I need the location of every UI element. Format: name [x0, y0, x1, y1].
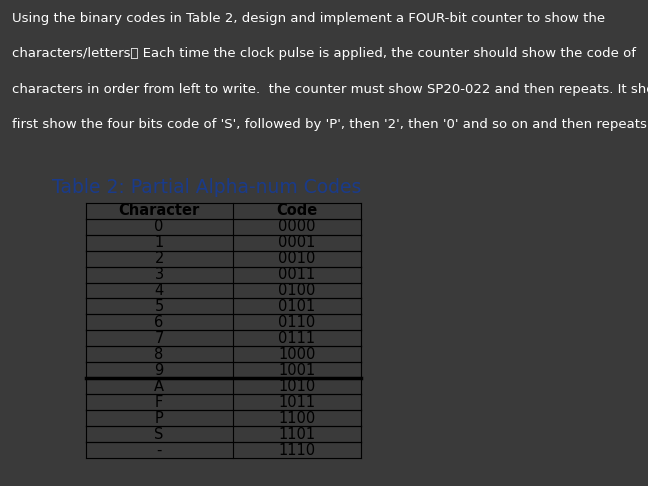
Text: 1001: 1001: [279, 363, 316, 378]
Text: 1110: 1110: [279, 443, 316, 457]
Text: 7: 7: [154, 331, 164, 346]
Text: first show the four bits code of 'S', followed by 'P', then '2', then '0' and so: first show the four bits code of 'S', fo…: [12, 118, 648, 131]
Text: 0001: 0001: [278, 235, 316, 250]
Text: 6: 6: [154, 315, 164, 330]
Text: 1011: 1011: [279, 395, 316, 410]
Text: A: A: [154, 379, 164, 394]
Text: 0: 0: [154, 219, 164, 234]
Text: S: S: [154, 427, 164, 442]
Text: Table 2: Partial Alpha-num Codes: Table 2: Partial Alpha-num Codes: [52, 178, 362, 197]
Text: characters in order from left to write.  the counter must show SP20-022 and then: characters in order from left to write. …: [12, 83, 648, 96]
Text: 2: 2: [154, 251, 164, 266]
Text: P: P: [155, 411, 163, 426]
Text: 1: 1: [154, 235, 164, 250]
Text: 1100: 1100: [279, 411, 316, 426]
Text: characters/letters⏐ Each time the clock pulse is applied, the counter should sho: characters/letters⏐ Each time the clock …: [12, 48, 636, 60]
Text: 4: 4: [154, 283, 164, 298]
Text: 5: 5: [154, 299, 164, 314]
Text: 1000: 1000: [278, 347, 316, 362]
Text: F: F: [155, 395, 163, 410]
Text: 1101: 1101: [279, 427, 316, 442]
Text: 0010: 0010: [278, 251, 316, 266]
Text: 0011: 0011: [279, 267, 316, 282]
Text: 3: 3: [155, 267, 164, 282]
Text: 1010: 1010: [279, 379, 316, 394]
Text: 0100: 0100: [278, 283, 316, 298]
Text: Code: Code: [276, 203, 318, 218]
Text: Using the binary codes in Table 2, design and implement a FOUR-bit counter to sh: Using the binary codes in Table 2, desig…: [12, 12, 605, 25]
Text: 0110: 0110: [279, 315, 316, 330]
Text: -: -: [156, 443, 162, 457]
Text: Character: Character: [119, 203, 200, 218]
Text: 0000: 0000: [278, 219, 316, 234]
Text: 0101: 0101: [279, 299, 316, 314]
Text: 0111: 0111: [279, 331, 316, 346]
Text: 9: 9: [154, 363, 164, 378]
Text: 8: 8: [154, 347, 164, 362]
